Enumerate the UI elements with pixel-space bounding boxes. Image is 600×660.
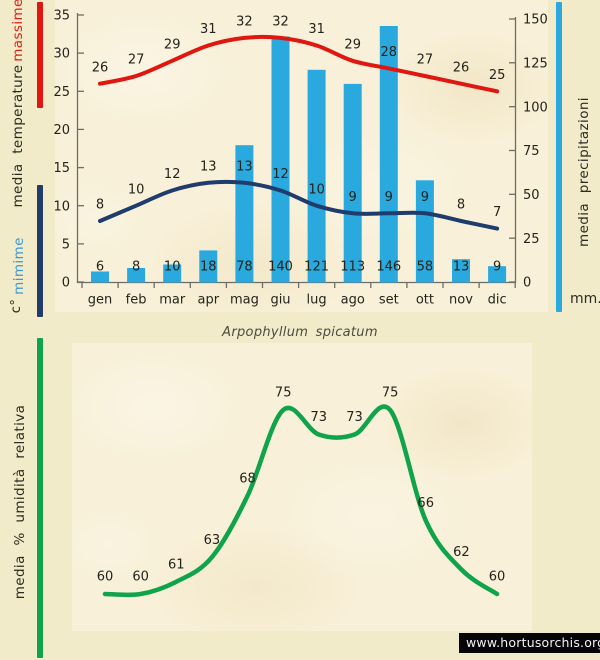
- mm-unit-label: mm.: [570, 291, 600, 307]
- climate-chart-page: massime media temperature mimime c° medi…: [0, 0, 600, 660]
- watermark-credit: www.hortusorchis.org: [459, 633, 600, 653]
- humidity-axis-label: media % umidità relativa: [11, 342, 29, 660]
- bottom-plot-background: [72, 343, 532, 631]
- plant-species-title: Arpophyllum spicatum: [0, 325, 600, 340]
- mimime-color-bar: [37, 185, 43, 317]
- precipitation-color-bar: [556, 2, 562, 312]
- top-plot-background: [55, 0, 548, 312]
- massime-color-bar: [37, 2, 43, 108]
- humidity-color-bar: [37, 338, 43, 658]
- precipitation-axis-label: media precipitazioni: [575, 12, 593, 332]
